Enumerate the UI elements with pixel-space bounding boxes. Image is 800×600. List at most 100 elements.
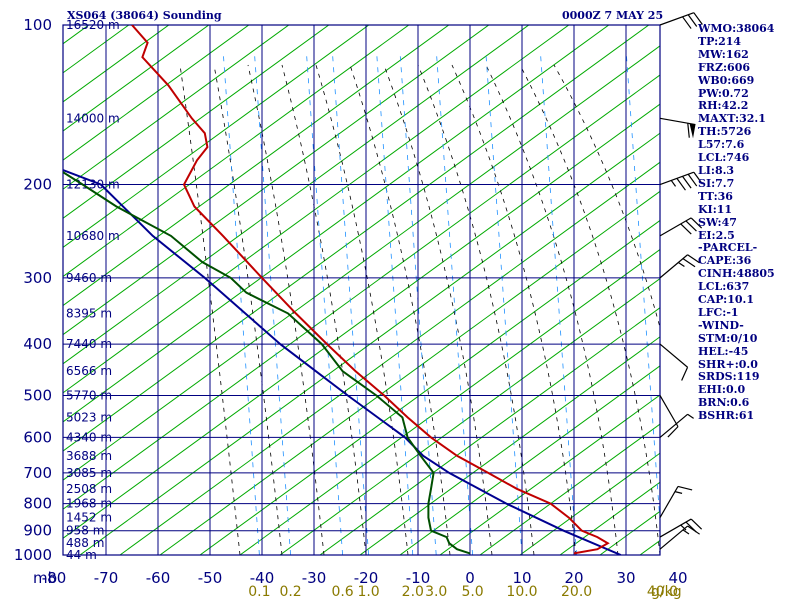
dry-adiabat [439, 394, 660, 555]
pressure-tick-label: 1000 [14, 546, 52, 564]
wind-barb-flag [687, 14, 698, 27]
height-label: 44 m [66, 548, 97, 562]
height-label: 7440 m [66, 337, 112, 351]
dry-adiabat [63, 25, 450, 307]
chart-title: XS064 (38064) Sounding [67, 9, 222, 22]
height-label: 12130 m [66, 178, 120, 192]
wind-barb-half-flag [680, 524, 687, 531]
temperature-tick-label: 20 [564, 569, 583, 587]
wind-barb-staff [659, 117, 696, 126]
height-label: 3085 m [66, 466, 112, 480]
dry-adiabat [63, 103, 660, 539]
pressure-tick-label: 500 [23, 386, 52, 404]
sounding-index: BRN:0.6 [698, 396, 750, 410]
sounding-index: EHI:0.0 [698, 383, 746, 397]
mixing-ratio-label: 10.0 [506, 584, 537, 600]
wind-barb-half-flag [678, 261, 685, 268]
sounding-index: HEL:-45 [698, 344, 749, 358]
dry-adiabat [239, 248, 660, 555]
wind-barb-flag [676, 178, 686, 191]
wind-barb-staff [659, 395, 679, 427]
sounding-index: -PARCEL- [698, 241, 758, 255]
moist-adiabat [383, 64, 493, 555]
height-label: 5023 m [66, 410, 112, 424]
dry-adiabat [79, 132, 660, 555]
sounding-index: PW:0.72 [698, 86, 749, 100]
moist-adiabat [213, 64, 283, 555]
temperature-tick-label: -10 [406, 569, 431, 587]
sounding-index: LCL:637 [698, 280, 750, 294]
wind-barb [659, 171, 703, 191]
mixing-ratio-line [540, 54, 577, 555]
temperature-trace [131, 25, 610, 555]
wind-barb-staff [659, 343, 688, 368]
sounding-index: MAXT:32.1 [698, 112, 766, 126]
mixing-ratio-label: 0.1 [248, 584, 270, 600]
wind-barb [659, 254, 700, 279]
sounding-index: CINH:48805 [698, 267, 775, 281]
wind-barb-flag [681, 366, 689, 381]
mixing-ratio-line [376, 54, 414, 555]
sounding-index: FRZ:606 [698, 60, 751, 74]
sounding-index: TH:5726 [698, 125, 752, 139]
pressure-tick-label: 600 [23, 428, 52, 446]
dry-adiabat [399, 365, 660, 555]
moist-adiabat [247, 64, 325, 555]
dry-adiabat [0, 0, 20, 555]
pressure-tick-label: 200 [23, 176, 52, 194]
height-label: 958 m [66, 524, 104, 538]
wind-barb-half-flag [674, 491, 683, 494]
dry-adiabat [63, 25, 410, 278]
mixing-ratio-line [436, 54, 473, 555]
wind-barb-flag [677, 485, 693, 491]
temperature-tick-label: -80 [42, 569, 67, 587]
mixing-ratio-label: 2.0 [402, 584, 424, 600]
mixing-ratio-label: 0.6 [331, 584, 353, 600]
pressure-tick-label: 300 [23, 269, 52, 287]
sounding-index: SRDS:119 [698, 370, 760, 384]
temperature-tick-label: 0 [465, 569, 475, 587]
mixing-ratio-label: 1.0 [357, 584, 379, 600]
height-label: 488 m [66, 536, 104, 550]
pressure-tick-label: 800 [23, 495, 52, 513]
mixing-ratio-label: 3.0 [425, 584, 447, 600]
wind-barb-flag [687, 254, 700, 264]
wind-barb-half-flag [687, 413, 694, 419]
dry-adiabat [63, 25, 290, 190]
dry-adiabat [63, 45, 660, 481]
pressure-tick-label: 400 [23, 335, 52, 353]
mixing-ratio-line [306, 54, 343, 555]
temperature-tick-label: -70 [94, 569, 119, 587]
dry-adiabat [159, 190, 660, 555]
sounding-index: BSHR:61 [698, 409, 755, 423]
sounding-index: WB0:669 [698, 73, 755, 87]
wind-barb-flag [685, 220, 697, 232]
temperature-tick-label: 30 [616, 569, 635, 587]
wind-barb-flag [690, 518, 703, 530]
sounding-index: TP:214 [698, 34, 742, 48]
temperature-tick-label: -30 [302, 569, 327, 587]
moist-adiabat [485, 64, 619, 555]
sounding-index: -WIND- [698, 318, 744, 332]
wind-barb [659, 518, 703, 538]
sounding-index: MW:162 [698, 47, 749, 61]
sounding-index: LFC:-1 [698, 305, 739, 319]
wind-barb [659, 485, 693, 518]
sounding-index: STM:0/10 [698, 331, 758, 345]
moist-adiabat [281, 64, 367, 555]
mixing-ratio-line [332, 54, 369, 555]
moist-adiabat [315, 64, 409, 555]
moist-adiabat [451, 64, 577, 555]
dry-adiabat [319, 307, 660, 555]
wind-barb-half-flag [682, 529, 690, 535]
height-label: 5770 m [66, 388, 112, 402]
dry-adiabat [119, 161, 660, 555]
sounding-index: EI:2.5 [698, 228, 735, 242]
wind-barb-flag [682, 16, 692, 29]
wind-barb-staff [659, 413, 688, 438]
height-label: 4340 m [66, 430, 112, 444]
temperature-tick-label: -60 [146, 569, 171, 587]
temperature-tick-label: -40 [250, 569, 275, 587]
dry-adiabat [63, 25, 250, 161]
